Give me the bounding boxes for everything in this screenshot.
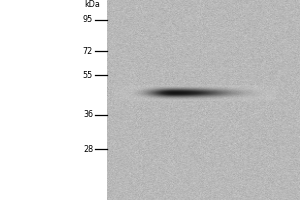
- Text: 28: 28: [83, 144, 93, 154]
- Text: 36: 36: [83, 110, 93, 119]
- Text: 55: 55: [83, 71, 93, 79]
- Text: 95: 95: [83, 16, 93, 24]
- Bar: [0, 0, 106, 200]
- Text: 72: 72: [83, 46, 93, 55]
- Text: kDa: kDa: [85, 0, 101, 9]
